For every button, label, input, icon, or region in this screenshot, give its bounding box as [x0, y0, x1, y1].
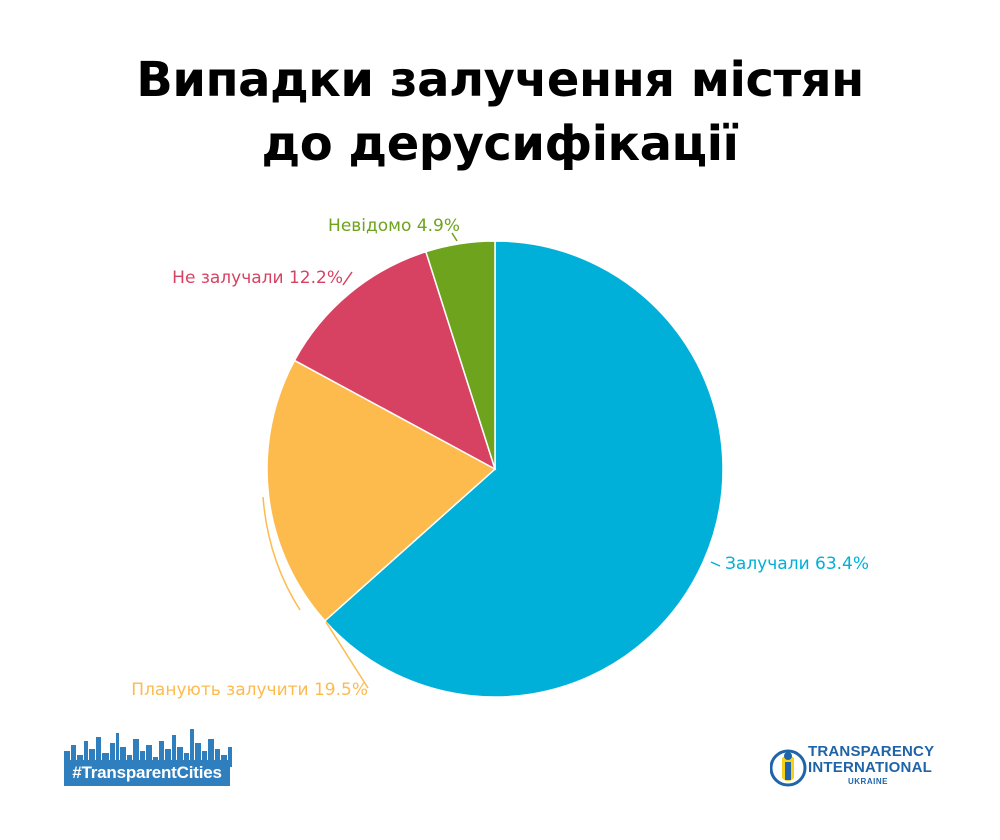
- transparency-international-logo-icon: [770, 749, 807, 787]
- transparency-international-logo-text: TRANSPARENCY INTERNATIONAL UKRAINE: [808, 744, 934, 787]
- chart-title-line-2: до дерусифікації: [261, 116, 739, 172]
- pie-slice-1: [323, 240, 724, 698]
- leader-line-4: [451, 232, 458, 242]
- pie-slice-4: [424, 240, 496, 470]
- leader-bracket: [262, 496, 301, 611]
- pie-slice-2: [266, 359, 497, 622]
- leader-line-2: [325, 621, 369, 689]
- ti-line-3: UKRAINE: [848, 777, 888, 786]
- leader-line-1: [710, 561, 721, 567]
- pie-slice-3: [293, 250, 497, 471]
- slice-label-3: Не залучали 12.2%: [172, 268, 343, 288]
- chart-title-line-1: Випадки залучення містян: [136, 52, 864, 108]
- slice-label-1: Залучали 63.4%: [725, 554, 869, 574]
- hashtag-badge: #TransparentCities: [64, 760, 230, 786]
- slice-label-2: Планують залучити 19.5%: [131, 680, 368, 700]
- leader-line-3: [342, 271, 353, 286]
- ti-line-2: INTERNATIONAL: [808, 759, 932, 776]
- slice-label-4: Невідомо 4.9%: [328, 216, 460, 236]
- ti-line-1: TRANSPARENCY: [808, 743, 935, 760]
- chart-title: Випадки залучення містян до дерусифікаці…: [0, 48, 1000, 176]
